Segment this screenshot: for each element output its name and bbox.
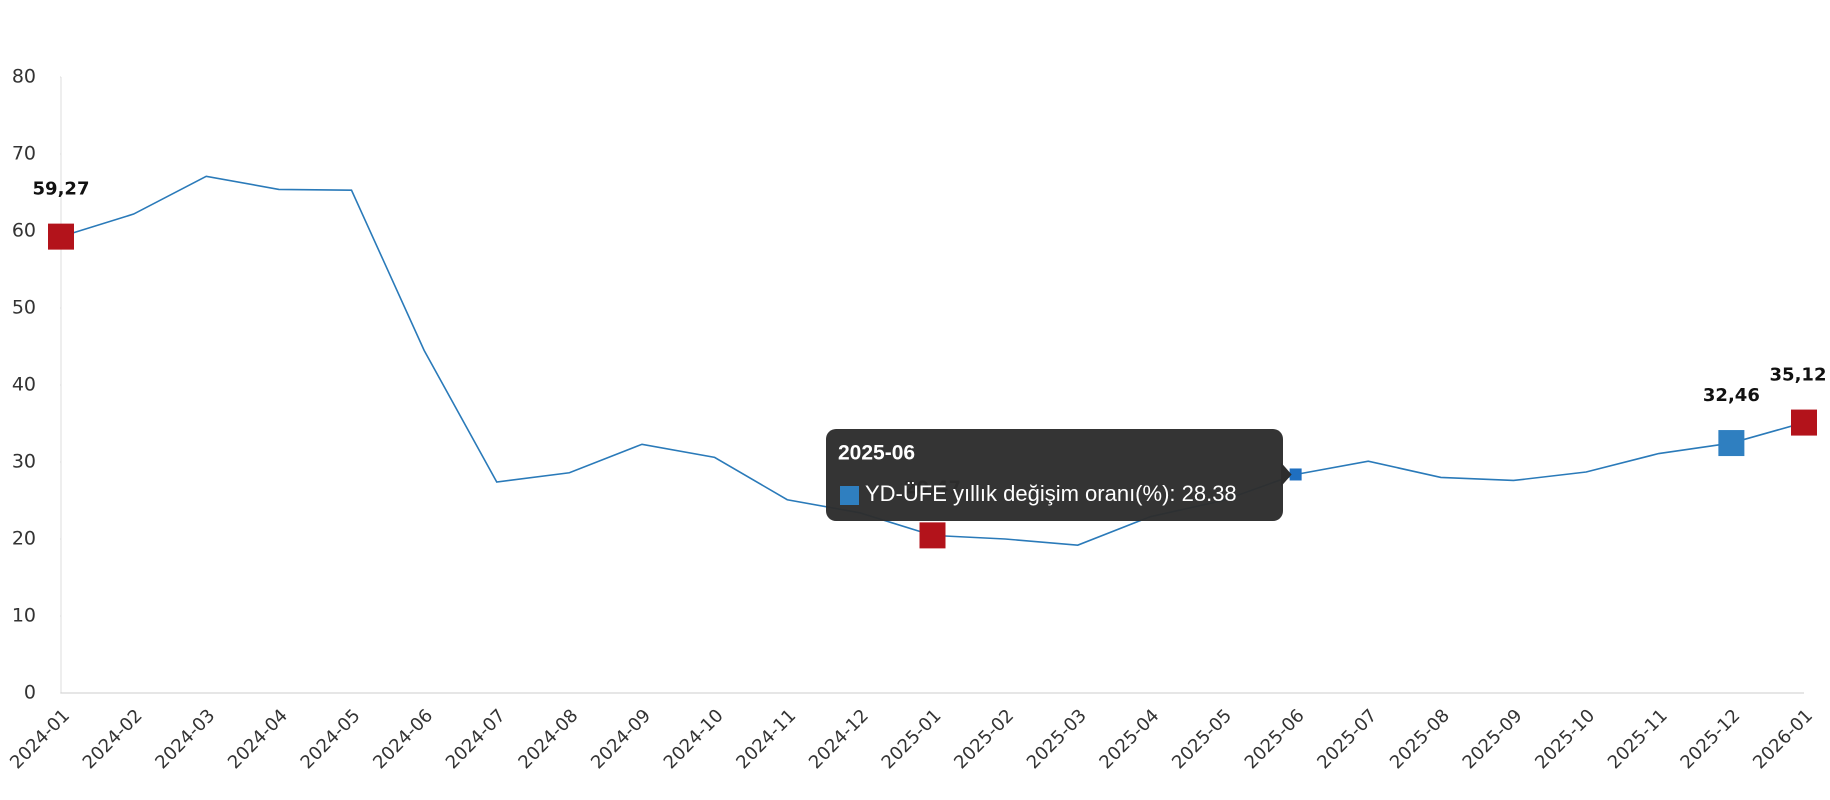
y-tick-label: 50 <box>12 297 36 319</box>
x-tick-label: 2024-01 <box>6 705 74 773</box>
x-tick-label: 2025-09 <box>1459 705 1527 773</box>
y-tick-label: 80 <box>12 66 36 88</box>
x-tick-label: 2025-01 <box>878 705 946 773</box>
x-tick-label: 2025-04 <box>1095 705 1163 773</box>
x-tick-label: 2025-03 <box>1023 705 1091 773</box>
x-tick-label: 2024-05 <box>297 705 365 773</box>
x-tick-label: 2025-07 <box>1313 705 1381 773</box>
tooltip-title: 2025-06 <box>838 442 915 465</box>
y-tick-label: 20 <box>12 528 36 550</box>
x-tick-label: 2025-05 <box>1168 705 1236 773</box>
tooltip-box <box>826 429 1283 521</box>
x-tick-label: 2024-10 <box>660 705 728 773</box>
x-tick-label: 2025-08 <box>1386 705 1454 773</box>
y-tick-label: 40 <box>12 374 36 396</box>
y-tick-label: 60 <box>12 220 36 242</box>
tooltip-text: YD-ÜFE yıllık değişim oranı(%): 28.38 <box>865 481 1237 506</box>
x-tick-label: 2024-08 <box>514 705 582 773</box>
y-tick-label: 30 <box>12 451 36 473</box>
x-tick-label: 2024-12 <box>805 705 873 773</box>
x-tick-label: 2025-11 <box>1604 705 1672 773</box>
point-marker <box>1718 430 1745 457</box>
data-label: 35,12 <box>1770 365 1827 386</box>
y-tick-label: 10 <box>12 605 36 627</box>
point-marker <box>1289 468 1302 481</box>
x-tick-label: 2024-11 <box>732 705 800 773</box>
x-tick-label: 2025-02 <box>950 705 1018 773</box>
tooltip-pointer <box>1281 462 1292 487</box>
point-marker <box>919 522 946 549</box>
data-label: 59,27 <box>33 179 90 200</box>
x-tick-label: 2025-10 <box>1531 705 1599 773</box>
y-tick-label: 0 <box>24 682 36 704</box>
point-marker <box>48 223 74 250</box>
x-tick-label: 2024-03 <box>151 705 219 773</box>
x-tick-label: 2025-12 <box>1676 705 1744 773</box>
tooltip: 2025-06 YD-ÜFE yıllık değişim oranı(%): 2… <box>826 429 1292 521</box>
x-tick-label: 2024-09 <box>587 705 655 773</box>
tooltip-swatch <box>840 486 859 505</box>
x-tick-label: 2026-01 <box>1749 705 1817 773</box>
x-tick-label: 2024-06 <box>369 705 437 773</box>
x-tick-label: 2024-02 <box>79 705 147 773</box>
data-label: 32,46 <box>1703 385 1760 406</box>
x-tick-label: 2025-06 <box>1241 705 1309 773</box>
x-tick-label: 2024-04 <box>224 705 292 773</box>
x-tick-label: 2024-07 <box>442 705 510 773</box>
point-marker <box>1791 409 1817 436</box>
y-tick-label: 70 <box>12 143 36 165</box>
